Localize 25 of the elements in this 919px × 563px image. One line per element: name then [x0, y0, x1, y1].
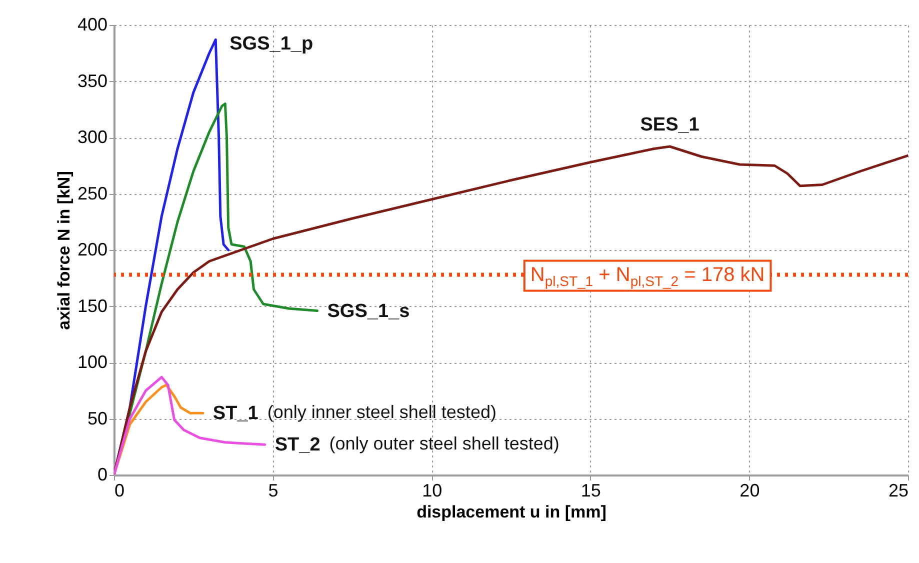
x-tick-label: 15 — [580, 480, 601, 500]
series-label: SES_1 — [640, 114, 700, 136]
annotation: (only outer steel shell tested) — [329, 434, 560, 454]
series-label: ST_2 — [274, 434, 320, 456]
x-axis-title: displacement u in [mm] — [416, 502, 606, 522]
y-axis-title: axial force N in [kN] — [54, 171, 74, 330]
series-label: SGS_1_p — [230, 34, 314, 55]
annotation: (only inner steel shell tested) — [267, 402, 496, 422]
series-label: ST_1 — [212, 403, 259, 424]
y-tick-label: 100 — [77, 352, 108, 372]
y-tick-label: 0 — [97, 464, 108, 484]
y-tick-label: 400 — [77, 14, 108, 34]
x-tick-label: 5 — [268, 480, 278, 500]
y-tick-label: 300 — [77, 127, 108, 147]
y-tick-label: 200 — [77, 240, 108, 260]
line-series — [114, 376, 266, 475]
y-tick-label: 150 — [77, 296, 108, 316]
x-tick-label: 20 — [740, 480, 760, 500]
y-tick-label: 50 — [87, 408, 108, 428]
y-tick-label: 250 — [77, 183, 108, 204]
x-tick-label: 25 — [888, 480, 908, 500]
x-tick-label: 10 — [422, 480, 442, 500]
x-tick-label: 0 — [114, 480, 125, 500]
series-label: SGS_1_s — [327, 300, 410, 322]
y-tick-label: 350 — [77, 70, 108, 91]
